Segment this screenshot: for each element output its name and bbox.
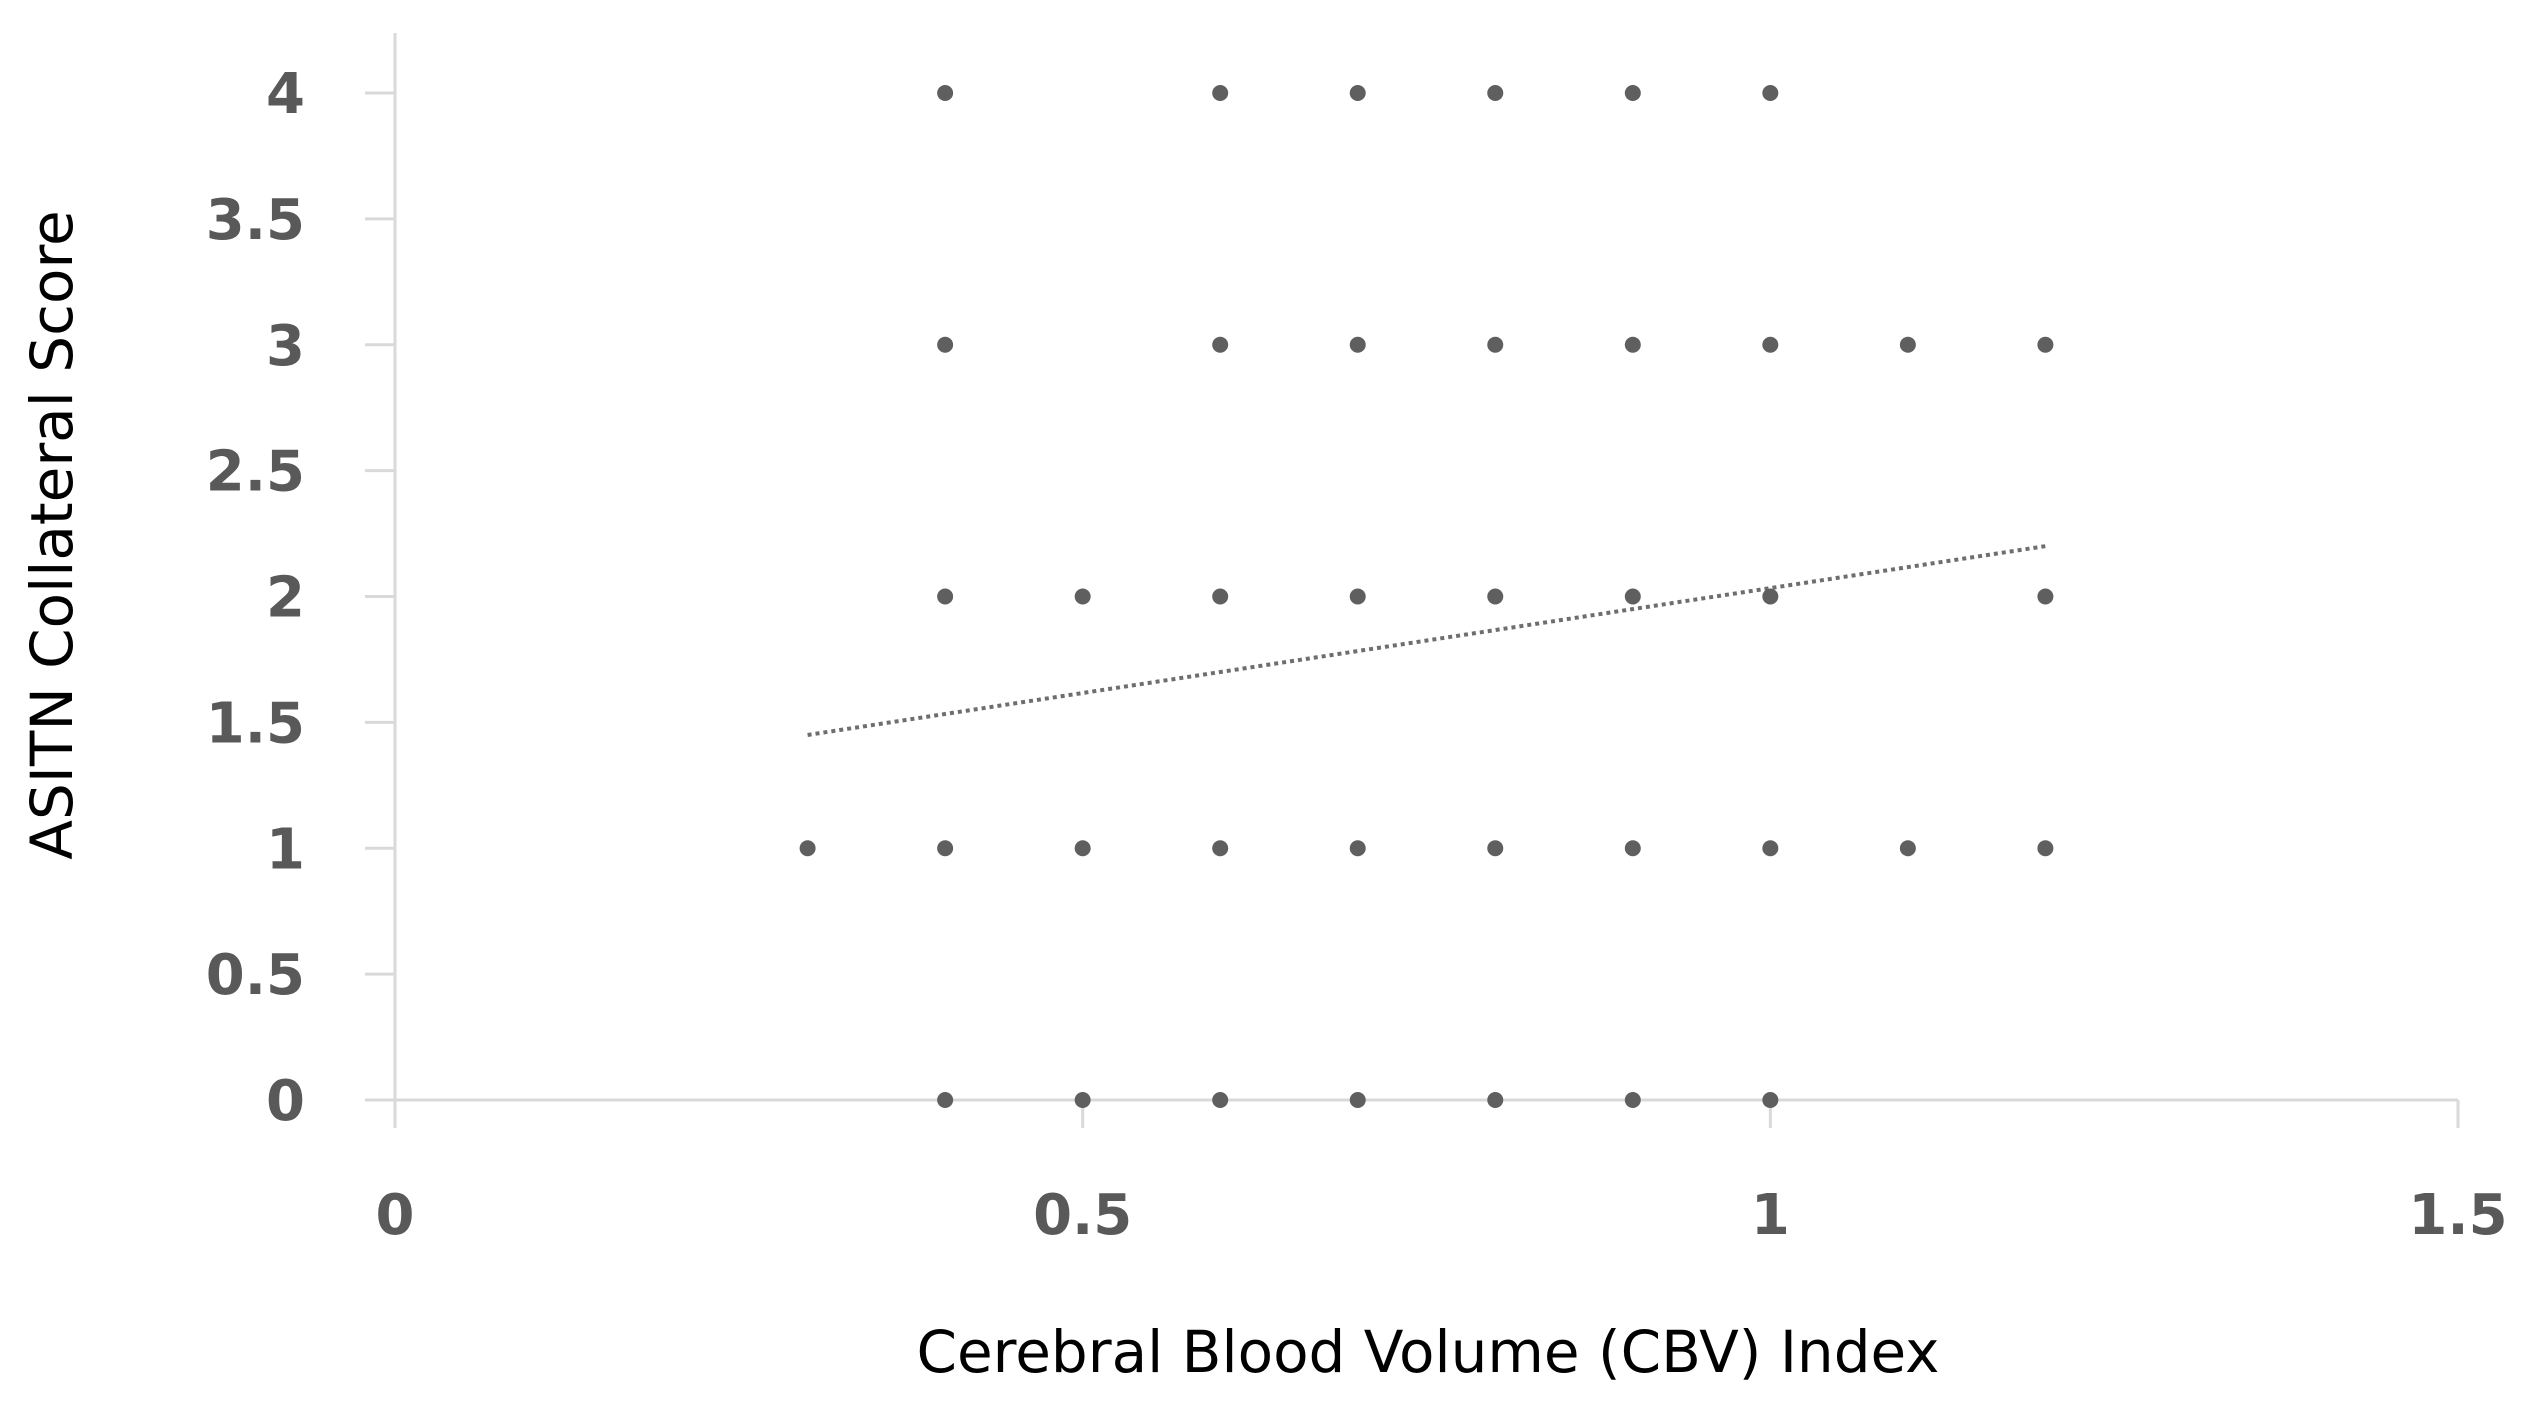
scatter-point	[937, 840, 954, 857]
scatter-point	[799, 840, 816, 857]
scatter-point	[1212, 85, 1229, 101]
y-tick-label: 0.5	[206, 943, 305, 1008]
y-tick-label: 1.5	[206, 691, 305, 756]
scatter-point	[1762, 1092, 1779, 1108]
y-tick-label: 0	[266, 1069, 305, 1134]
scatter-point	[1212, 1092, 1229, 1108]
scatter-point	[1349, 588, 1366, 605]
y-tick-label: 3.5	[206, 188, 305, 253]
scatter-point	[1349, 85, 1366, 101]
x-tick-label: 0	[376, 1183, 415, 1248]
scatter-point	[937, 1092, 954, 1108]
y-tick-label: 4	[266, 62, 305, 127]
scatter-point	[1624, 588, 1641, 605]
scatter-point	[1624, 1092, 1641, 1108]
scatter-point	[1899, 336, 1916, 353]
y-tick-label: 3	[266, 314, 305, 379]
scatter-point	[1074, 840, 1091, 857]
scatter-point	[1487, 336, 1504, 353]
scatter-point	[1487, 588, 1504, 605]
scatter-point	[1899, 840, 1916, 857]
x-tick-label: 1.5	[2408, 1183, 2507, 1248]
data-points	[799, 85, 2054, 1108]
scatter-point	[2037, 840, 2054, 857]
scatter-point	[1349, 1092, 1366, 1108]
scatter-point	[1349, 840, 1366, 857]
scatter-point	[1212, 588, 1229, 605]
scatter-point	[1762, 840, 1779, 857]
x-tick-label: 1	[1751, 1183, 1790, 1248]
scatter-point	[937, 588, 954, 605]
scatter-point	[1487, 85, 1504, 101]
axes	[365, 33, 2460, 1128]
scatter-point	[1074, 588, 1091, 605]
scatter-point	[2037, 588, 2054, 605]
scatter-point	[1349, 336, 1366, 353]
y-axis-title: ASITN Collateral Score	[18, 210, 86, 859]
scatter-point	[2037, 336, 2054, 353]
x-tick-label: 0.5	[1033, 1183, 1132, 1248]
y-tick-label: 2.5	[206, 440, 305, 505]
scatter-point	[1762, 588, 1779, 605]
scatter-point	[1487, 1092, 1504, 1108]
trendline-layer	[807, 544, 2046, 737]
scatter-point	[937, 336, 954, 353]
scatter-point	[1624, 336, 1641, 353]
scatter-point	[1762, 336, 1779, 353]
scatter-point	[1624, 840, 1641, 857]
x-axis-title: Cerebral Blood Volume (CBV) Index	[916, 1318, 1939, 1386]
scatter-point	[1212, 336, 1229, 353]
trendline	[807, 544, 2046, 737]
y-tick-label: 2	[266, 566, 305, 631]
scatter-point	[937, 85, 954, 101]
tick-labels: 0 0.5 1 1.5 2 2.5 3 3.5 4 0 0.5 1 1.5	[206, 62, 2508, 1248]
scatter-point	[1074, 1092, 1091, 1108]
scatter-point	[1624, 85, 1641, 101]
scatter-point	[1762, 85, 1779, 101]
y-tick-label: 1	[266, 817, 305, 882]
scatter-point	[1487, 840, 1504, 857]
scatter-point	[1212, 840, 1229, 857]
